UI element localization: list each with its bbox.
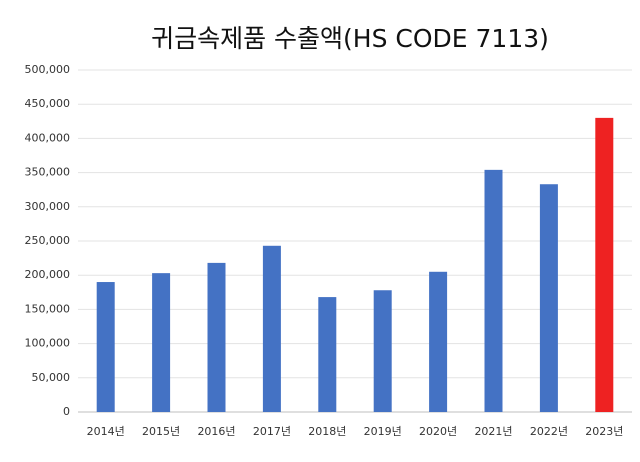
y-tick-label: 100,000: [25, 337, 71, 350]
y-tick-label: 50,000: [32, 371, 71, 384]
x-tick-label: 2015년: [142, 425, 180, 438]
chart-title: 귀금속제품 수출액(HS CODE 7113): [151, 24, 549, 53]
x-tick-label: 2022년: [530, 425, 568, 438]
y-tick-label: 150,000: [25, 302, 71, 315]
y-tick-label: 0: [63, 405, 70, 418]
bar: [373, 290, 392, 412]
bar: [152, 273, 171, 412]
x-tick-label: 2017년: [253, 425, 291, 438]
y-tick-label: 400,000: [25, 131, 71, 144]
x-tick-label: 2023년: [585, 425, 623, 438]
bar: [207, 262, 226, 412]
bar: [484, 169, 503, 412]
bar: [262, 245, 281, 412]
x-tick-label: 2018년: [308, 425, 346, 438]
bar: [429, 271, 448, 412]
bar: [595, 117, 614, 412]
y-tick-label: 450,000: [25, 97, 71, 110]
y-tick-label: 250,000: [25, 234, 71, 247]
x-tick-label: 2016년: [197, 425, 235, 438]
y-tick-label: 300,000: [25, 200, 71, 213]
y-tick-label: 200,000: [25, 268, 71, 281]
x-tick-label: 2014년: [87, 425, 125, 438]
bar: [539, 184, 558, 412]
x-tick-label: 2021년: [474, 425, 512, 438]
x-tick-label: 2020년: [419, 425, 457, 438]
y-tick-label: 500,000: [25, 63, 71, 76]
bar: [318, 297, 337, 412]
bar: [96, 282, 115, 412]
y-tick-label: 350,000: [25, 166, 71, 179]
x-tick-label: 2019년: [364, 425, 402, 438]
